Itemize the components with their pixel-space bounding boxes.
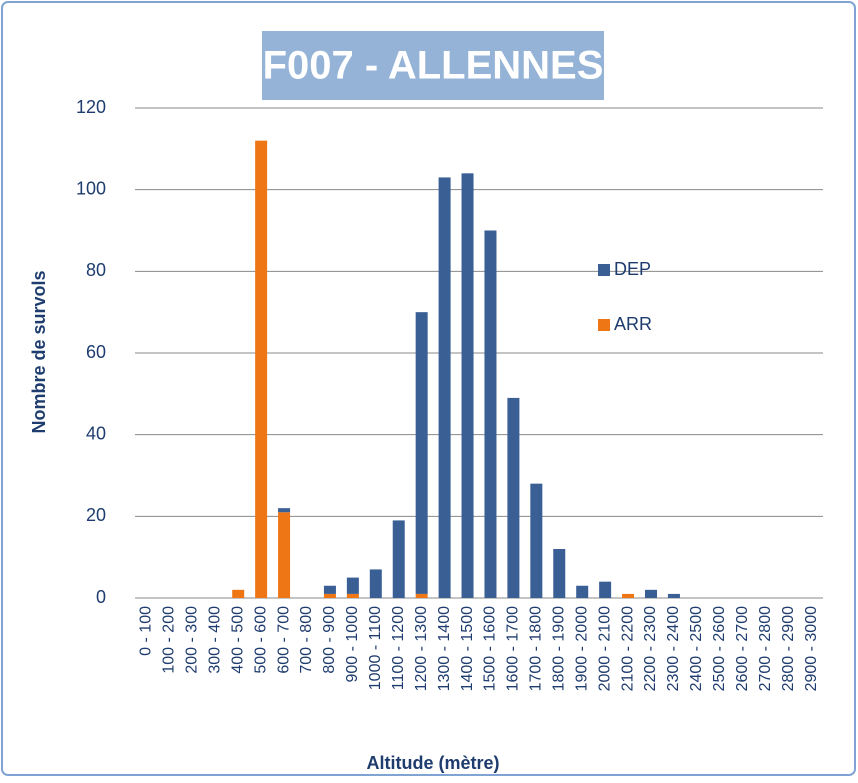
- bar: [392, 520, 405, 598]
- y-tick-label: 20: [86, 505, 106, 525]
- bar: [461, 173, 474, 599]
- x-tick-label: 600 - 700: [275, 606, 292, 674]
- bar: [530, 483, 543, 598]
- y-tick-label: 80: [86, 260, 106, 280]
- x-tick-label: 900 - 1000: [344, 606, 361, 683]
- bar: [553, 549, 566, 598]
- bar: [278, 512, 291, 598]
- x-tick-label: 1500 - 1600: [482, 606, 499, 692]
- bar: [255, 140, 268, 598]
- title-box: [262, 31, 604, 100]
- x-tick-label: 2600 - 2700: [734, 606, 751, 692]
- legend-label: ARR: [614, 314, 652, 334]
- bar: [278, 508, 291, 513]
- bar: [232, 589, 245, 598]
- bar: [667, 593, 680, 598]
- bar: [576, 585, 589, 598]
- x-tick-label: 1900 - 2000: [573, 606, 590, 692]
- y-tick-label: 60: [86, 342, 106, 362]
- x-tick-label: 2000 - 2100: [596, 606, 613, 692]
- bar: [415, 312, 428, 594]
- x-tick-label: 2700 - 2800: [757, 606, 774, 692]
- x-tick-label: 1600 - 1700: [505, 606, 522, 692]
- x-tick-label: 1800 - 1900: [550, 606, 567, 692]
- bar: [415, 593, 428, 598]
- x-tick-label: 2900 - 3000: [803, 606, 820, 692]
- x-axis-title: Altitude (mètre): [366, 753, 499, 773]
- x-tick-label: 0 - 100: [138, 606, 155, 656]
- legend-swatch: [598, 264, 610, 276]
- chart-title: F007 - ALLENNES: [263, 44, 604, 88]
- x-tick-label: 1000 - 1100: [367, 606, 384, 690]
- x-tick-label: 2500 - 2600: [711, 606, 728, 692]
- x-tick-label: 2100 - 2200: [619, 606, 636, 692]
- y-tick-label: 40: [86, 423, 106, 443]
- x-tick-label: 1100 - 1200: [390, 606, 407, 690]
- x-tick-label: 1200 - 1300: [413, 606, 430, 692]
- x-tick-label: 1300 - 1400: [436, 606, 453, 692]
- y-tick-label: 100: [76, 178, 106, 198]
- bar: [346, 577, 359, 594]
- x-tick-label: 2200 - 2300: [642, 606, 659, 692]
- x-tick-label: 200 - 300: [184, 606, 201, 674]
- bar: [599, 581, 612, 598]
- bar: [369, 569, 382, 598]
- x-tick-label: 700 - 800: [298, 606, 315, 674]
- x-tick-label: 100 - 200: [161, 606, 178, 674]
- x-tick-label: 2400 - 2500: [688, 606, 705, 692]
- bar: [484, 230, 497, 598]
- y-tick-label: 120: [76, 97, 106, 117]
- bar: [622, 593, 635, 598]
- bar: [645, 589, 657, 598]
- x-tick-label: 1400 - 1500: [459, 606, 476, 692]
- y-tick-label: 0: [96, 587, 106, 607]
- legend-swatch: [598, 319, 610, 331]
- bar: [323, 593, 336, 598]
- bar: [507, 397, 520, 598]
- bar: [346, 593, 359, 598]
- y-axis-title: Nombre de survols: [29, 270, 49, 433]
- x-tick-label: 2300 - 2400: [665, 606, 682, 692]
- x-tick-label: 500 - 600: [252, 606, 269, 674]
- x-tick-label: 800 - 900: [321, 606, 338, 674]
- x-tick-label: 400 - 500: [229, 606, 246, 674]
- bar: [323, 585, 336, 594]
- x-tick-label: 300 - 400: [206, 606, 223, 674]
- x-tick-label: 2800 - 2900: [780, 606, 797, 692]
- x-tick-label: 1700 - 1800: [528, 606, 545, 692]
- legend-label: DEP: [614, 259, 651, 279]
- bar: [438, 177, 451, 598]
